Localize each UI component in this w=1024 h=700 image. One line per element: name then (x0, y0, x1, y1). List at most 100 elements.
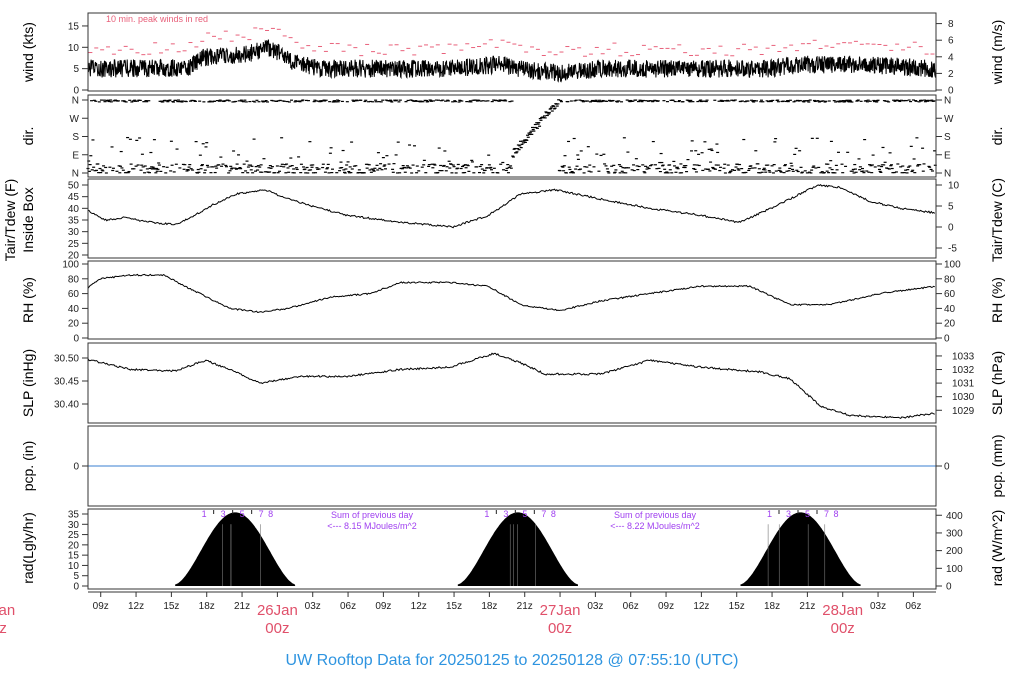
radiation-day-1 (175, 512, 296, 586)
temp-right-tick-label: 0 (948, 222, 954, 233)
x-tick-label: 12z (128, 601, 144, 612)
wind-annotation: 10 min. peak winds in red (106, 14, 208, 24)
temperature-line (87, 184, 936, 229)
temp-left-tick-label: 20 (68, 250, 80, 261)
radiation-day-3 (740, 512, 861, 586)
temperature-left-axis-title: Inside Box (20, 187, 36, 252)
dir-left-tick-label: S (72, 132, 79, 143)
rad-right-tick-label: 100 (946, 564, 963, 575)
hour-marker: 8 (551, 509, 556, 519)
panel-frame-solar-radiation (87, 508, 937, 590)
slp-right-tick-label: 1031 (952, 379, 975, 390)
date-label: 25Jan (0, 602, 15, 619)
rh-right-tick-label: 80 (944, 274, 956, 285)
rad-right-tick-label: 200 (946, 546, 963, 557)
x-tick-label: 18z (481, 601, 497, 612)
rad-right-tick-label: 0 (946, 582, 952, 593)
x-tick-label: 21z (234, 601, 250, 612)
date-label: 28Jan (822, 602, 863, 619)
hour-marker: 3 (503, 509, 508, 519)
hour-marker: 3 (221, 509, 226, 519)
hour-marker: 5 (522, 509, 527, 519)
wind-right-tick-label: 2 (948, 69, 954, 80)
x-tick-label: 15z (163, 601, 179, 612)
dir-left-tick-label: W (70, 114, 80, 125)
hour-marker: 5 (805, 509, 810, 519)
direction-right-axis-title: dir. (989, 127, 1005, 146)
daily-sum-value: <--- 8.15 MJoules/m^2 (327, 521, 417, 531)
panel-frame-direction (87, 94, 937, 178)
x-tick-label: 03z (587, 601, 603, 612)
sea-level-pressure-left-axis-title: SLP (inHg) (20, 349, 36, 417)
wind-left-tick-label: 15 (68, 21, 80, 32)
x-tick-label: 03z (870, 601, 886, 612)
slp-right-tick-label: 1029 (952, 406, 975, 417)
temp-left-tick-label: 50 (68, 181, 80, 192)
date-time-label: 00z (265, 620, 289, 637)
dir-left-tick-label: E (72, 150, 79, 161)
panel-frame-sea-level-pressure (87, 342, 937, 424)
pcp-right-tick-label: 0 (944, 462, 950, 473)
wind-left-axis-title: wind (kts) (20, 22, 36, 83)
date-label: 26Jan (257, 602, 298, 619)
dir-left-tick-label: N (72, 96, 79, 107)
date-time-label: 00z (548, 620, 572, 637)
temp-left-tick-label: 40 (68, 204, 80, 215)
x-tick-label: 06z (340, 601, 356, 612)
x-tick-label: 09z (375, 601, 391, 612)
x-tick-label: 09z (658, 601, 674, 612)
hour-marker: 7 (824, 509, 829, 519)
panel-frame-temperature (87, 178, 937, 259)
hour-marker: 1 (202, 509, 207, 519)
rh-left-tick-label: 0 (73, 334, 79, 345)
wind-right-tick-label: 8 (948, 19, 954, 30)
temperature-right-axis-title: Tair/Tdew (C) (989, 178, 1005, 262)
x-tick-label: 12z (693, 601, 709, 612)
temp-left-tick-label: 45 (68, 192, 80, 203)
rh-right-tick-label: 40 (944, 304, 956, 315)
date-time-label: 00z (0, 620, 7, 637)
x-tick-label: 18z (764, 601, 780, 612)
hour-marker: 8 (268, 509, 273, 519)
rad-left-tick-label: 5 (73, 571, 79, 582)
rh-right-tick-label: 60 (944, 289, 956, 300)
x-tick-label: 06z (905, 601, 921, 612)
temp-left-tick-label: 30 (68, 227, 80, 238)
wind-left-tick-label: 5 (73, 64, 79, 75)
rad-left-tick-label: 35 (68, 510, 80, 521)
hour-marker: 3 (786, 509, 791, 519)
temp-right-tick-label: 10 (948, 181, 960, 192)
wind-left-tick-label: 0 (73, 86, 79, 97)
hour-marker: 5 (240, 509, 245, 519)
wind-right-tick-label: 6 (948, 36, 954, 47)
dir-right-tick-label: E (944, 150, 951, 161)
date-label: 27Jan (540, 602, 581, 619)
slp-right-tick-label: 1030 (952, 392, 975, 403)
slp-left-tick-label: 30.40 (54, 400, 79, 411)
x-tick-label: 09z (93, 601, 109, 612)
relative-humidity-left-axis-title: RH (%) (20, 277, 36, 323)
rad-left-tick-label: 15 (68, 551, 80, 562)
precipitation-left-axis-title: pcp. (in) (20, 441, 36, 492)
temp-right-tick-label: 5 (948, 201, 954, 212)
rh-left-tick-label: 60 (68, 289, 80, 300)
rad-right-tick-label: 300 (946, 528, 963, 539)
temp-right-tick-label: -5 (948, 243, 957, 254)
chart-title: UW Rooftop Data for 20250125 to 20250128… (286, 652, 739, 669)
direction-left-axis-title: dir. (20, 127, 36, 146)
x-tick-label: 15z (729, 601, 745, 612)
precipitation-right-axis-title: pcp. (mm) (989, 435, 1005, 498)
x-tick-label: 21z (517, 601, 533, 612)
date-time-label: 00z (831, 620, 855, 637)
slp-right-tick-label: 1032 (952, 365, 975, 376)
rh-right-tick-label: 0 (944, 334, 950, 345)
daily-sum-label: Sum of previous day (331, 510, 414, 520)
solar-radiation-right-axis-title: rad (W/m^2) (989, 510, 1005, 587)
rh-left-tick-label: 80 (68, 274, 80, 285)
wind-right-tick-label: 4 (948, 52, 954, 63)
wind-left-tick-label: 10 (68, 43, 80, 54)
rh-left-tick-label: 20 (68, 319, 80, 330)
daily-sum-value: <--- 8.22 MJoules/m^2 (610, 521, 700, 531)
temperature-left-axis-title: Tair/Tdew (F) (2, 179, 18, 261)
